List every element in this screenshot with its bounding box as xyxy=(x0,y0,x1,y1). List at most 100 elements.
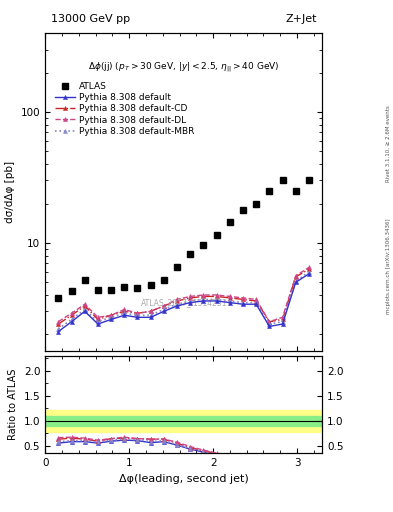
Pythia 8.308 default-DL xyxy=(95,314,100,321)
Pythia 8.308 default xyxy=(148,314,153,321)
ATLAS xyxy=(69,288,74,294)
Pythia 8.308 default xyxy=(162,308,166,314)
ATLAS xyxy=(214,232,219,238)
Pythia 8.308 default-DL xyxy=(69,310,74,316)
Pythia 8.308 default-CD xyxy=(188,295,193,301)
ATLAS xyxy=(56,295,61,301)
Line: Pythia 8.308 default-MBR: Pythia 8.308 default-MBR xyxy=(56,270,311,331)
Pythia 8.308 default-MBR xyxy=(201,296,206,303)
Pythia 8.308 default-CD xyxy=(122,308,127,314)
Pythia 8.308 default-DL xyxy=(56,318,61,325)
Pythia 8.308 default xyxy=(175,303,180,309)
Text: $\Delta\phi$(jj) ($p_T > 30$ GeV, $|y| < 2.5$, $\eta_{||} > 40$ GeV): $\Delta\phi$(jj) ($p_T > 30$ GeV, $|y| <… xyxy=(88,61,279,75)
Pythia 8.308 default-CD xyxy=(109,312,114,318)
Pythia 8.308 default-DL xyxy=(293,273,298,279)
Pythia 8.308 default-CD xyxy=(201,293,206,300)
Pythia 8.308 default xyxy=(69,318,74,325)
Pythia 8.308 default-CD xyxy=(69,312,74,318)
Pythia 8.308 default-MBR xyxy=(293,278,298,284)
ATLAS xyxy=(135,285,140,291)
Pythia 8.308 default xyxy=(95,321,100,327)
Pythia 8.308 default-CD xyxy=(162,303,166,309)
Pythia 8.308 default xyxy=(307,271,311,277)
Pythia 8.308 default-CD xyxy=(267,318,272,325)
Pythia 8.308 default-DL xyxy=(254,296,259,303)
Pythia 8.308 default-MBR xyxy=(95,318,100,325)
Pythia 8.308 default xyxy=(293,279,298,285)
ATLAS xyxy=(307,177,311,183)
Pythia 8.308 default-MBR xyxy=(135,312,140,318)
Pythia 8.308 default-CD xyxy=(241,296,245,303)
Pythia 8.308 default xyxy=(109,316,114,323)
Y-axis label: Ratio to ATLAS: Ratio to ATLAS xyxy=(8,369,18,440)
Pythia 8.308 default-DL xyxy=(188,293,193,300)
Pythia 8.308 default-MBR xyxy=(162,306,166,312)
Pythia 8.308 default-MBR xyxy=(175,301,180,307)
Pythia 8.308 default-DL xyxy=(175,296,180,303)
Pythia 8.308 default-CD xyxy=(83,303,87,309)
Pythia 8.308 default-MBR xyxy=(307,269,311,275)
Pythia 8.308 default-DL xyxy=(241,295,245,301)
Pythia 8.308 default-CD xyxy=(280,316,285,323)
Pythia 8.308 default-MBR xyxy=(109,314,114,321)
Pythia 8.308 default-MBR xyxy=(83,306,87,312)
Pythia 8.308 default xyxy=(254,301,259,307)
Text: Rivet 3.1.10, ≥ 2.6M events: Rivet 3.1.10, ≥ 2.6M events xyxy=(386,105,391,182)
ATLAS xyxy=(201,242,206,248)
Pythia 8.308 default xyxy=(201,298,206,304)
Pythia 8.308 default-CD xyxy=(148,308,153,314)
Pythia 8.308 default-CD xyxy=(95,316,100,323)
Pythia 8.308 default-DL xyxy=(83,301,87,307)
Pythia 8.308 default-CD xyxy=(135,310,140,316)
Pythia 8.308 default-CD xyxy=(228,295,232,301)
ATLAS xyxy=(267,188,272,194)
Pythia 8.308 default-MBR xyxy=(188,298,193,304)
ATLAS xyxy=(83,277,87,283)
ATLAS xyxy=(148,282,153,288)
Line: ATLAS: ATLAS xyxy=(55,178,312,301)
Pythia 8.308 default-MBR xyxy=(254,300,259,306)
Pythia 8.308 default-CD xyxy=(293,274,298,280)
Pythia 8.308 default-DL xyxy=(162,303,166,309)
Text: mcplots.cern.ch [arXiv:1306.3436]: mcplots.cern.ch [arXiv:1306.3436] xyxy=(386,219,391,314)
ATLAS xyxy=(241,207,245,213)
Pythia 8.308 default-CD xyxy=(175,298,180,304)
Pythia 8.308 default-DL xyxy=(267,318,272,325)
Pythia 8.308 default-CD xyxy=(307,266,311,272)
Pythia 8.308 default-MBR xyxy=(228,298,232,304)
Pythia 8.308 default-DL xyxy=(201,292,206,298)
Pythia 8.308 default-MBR xyxy=(69,316,74,323)
Line: Pythia 8.308 default-CD: Pythia 8.308 default-CD xyxy=(56,267,311,326)
Text: Z+Jet: Z+Jet xyxy=(285,14,317,24)
Pythia 8.308 default xyxy=(241,301,245,307)
Pythia 8.308 default-DL xyxy=(109,312,114,318)
Y-axis label: dσ/dΔφ [pb]: dσ/dΔφ [pb] xyxy=(5,161,15,223)
Pythia 8.308 default-MBR xyxy=(122,310,127,316)
Line: Pythia 8.308 default: Pythia 8.308 default xyxy=(56,272,311,334)
Pythia 8.308 default-DL xyxy=(135,310,140,316)
Pythia 8.308 default-DL xyxy=(280,314,285,321)
Pythia 8.308 default-MBR xyxy=(241,300,245,306)
ATLAS xyxy=(162,277,166,283)
Pythia 8.308 default-DL xyxy=(148,308,153,314)
Pythia 8.308 default xyxy=(56,329,61,335)
ATLAS xyxy=(109,287,114,293)
Pythia 8.308 default-DL xyxy=(122,306,127,312)
Text: 13000 GeV pp: 13000 GeV pp xyxy=(51,14,130,24)
Line: Pythia 8.308 default-DL: Pythia 8.308 default-DL xyxy=(56,265,311,324)
Pythia 8.308 default-MBR xyxy=(267,321,272,327)
Pythia 8.308 default-CD xyxy=(254,298,259,304)
Pythia 8.308 default-MBR xyxy=(280,318,285,325)
Pythia 8.308 default-CD xyxy=(56,321,61,327)
ATLAS xyxy=(254,201,259,207)
Bar xyxy=(45,416,322,425)
ATLAS xyxy=(293,188,298,194)
ATLAS xyxy=(280,177,285,183)
Text: ATLAS_2017_I1514251: ATLAS_2017_I1514251 xyxy=(140,298,227,308)
Pythia 8.308 default xyxy=(135,314,140,321)
Pythia 8.308 default-DL xyxy=(214,292,219,298)
Pythia 8.308 default-DL xyxy=(307,264,311,270)
Pythia 8.308 default-DL xyxy=(228,293,232,300)
ATLAS xyxy=(95,287,100,293)
ATLAS xyxy=(122,284,127,290)
